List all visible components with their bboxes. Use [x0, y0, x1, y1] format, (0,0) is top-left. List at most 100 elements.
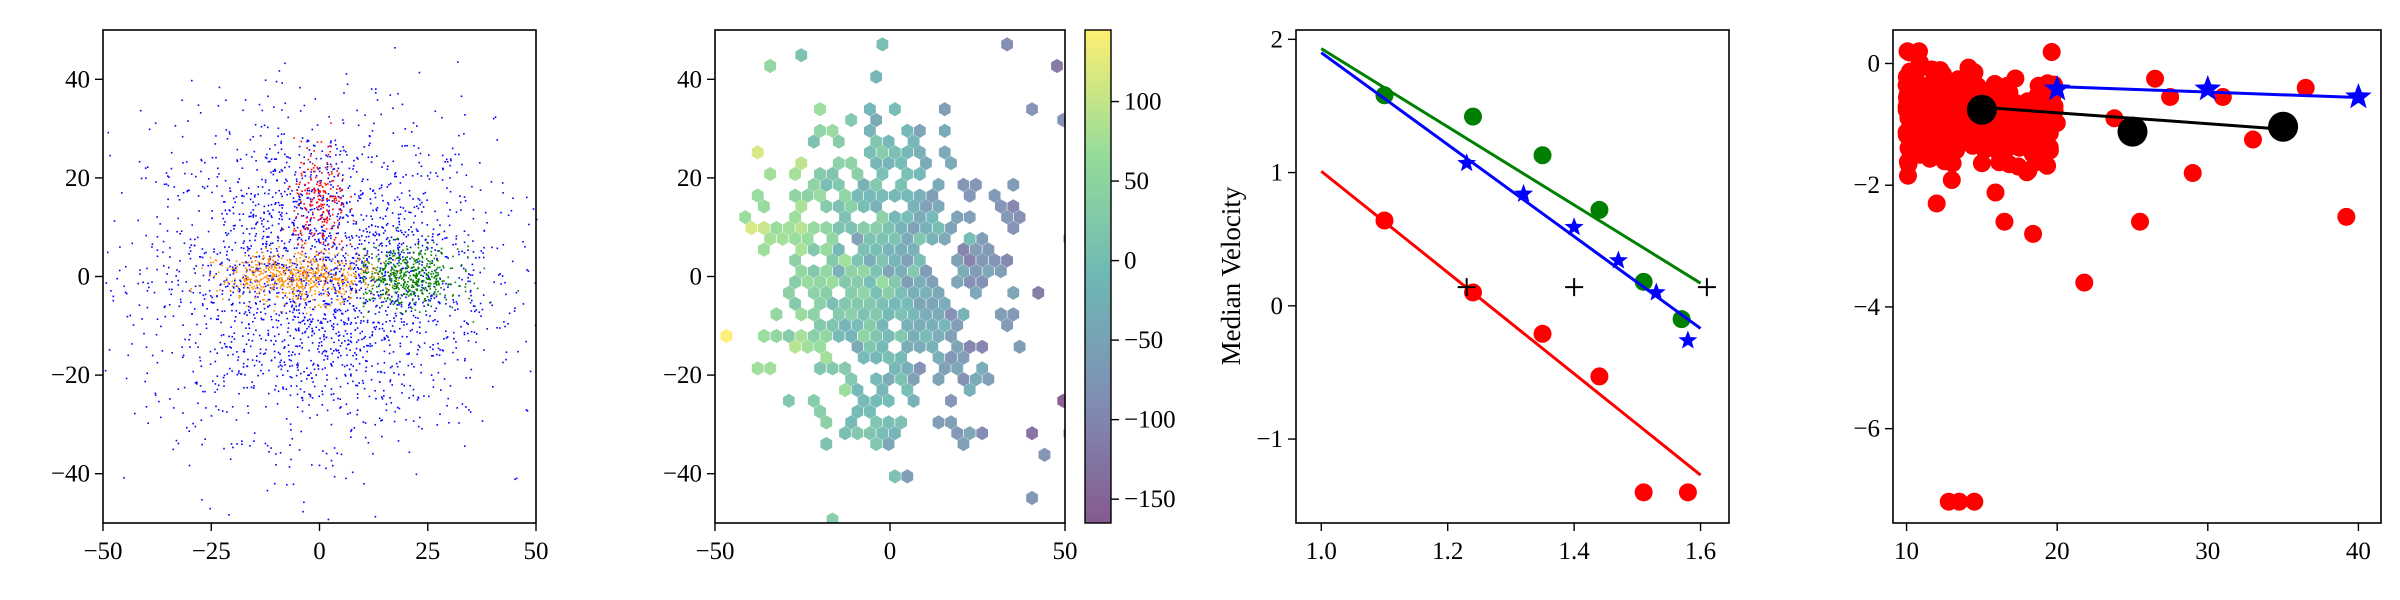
scatter-point: [383, 278, 385, 281]
scatter-point: [317, 198, 320, 201]
scatter-point: [396, 276, 398, 279]
scatter-point: [423, 280, 425, 282]
scatter-point: [421, 269, 423, 272]
scatter-point: [437, 347, 440, 350]
scatter-point: [316, 124, 319, 126]
scatter-point: [334, 311, 337, 314]
scatter-point: [435, 172, 437, 174]
scatter-point: [197, 236, 199, 239]
scatter-point: [439, 413, 441, 415]
hexbin-cell: [907, 285, 920, 300]
scatter-point: [421, 284, 423, 286]
hexbin-cell: [889, 253, 901, 268]
scatter-point: [378, 257, 381, 260]
scatter-point: [331, 288, 333, 290]
scatter-point: [416, 283, 418, 285]
scatter-point: [108, 349, 111, 351]
scatter-point: [382, 280, 385, 283]
scatter-point: [307, 140, 310, 142]
scatter-point: [240, 373, 243, 375]
scatter-point: [417, 349, 419, 351]
scatter-point: [404, 257, 407, 259]
hexbin-cell: [963, 253, 976, 268]
scatter-point: [201, 267, 203, 269]
scatter-point: [293, 210, 296, 212]
scatter-point: [342, 255, 345, 257]
scatter-point: [430, 254, 433, 256]
scatter-point: [156, 236, 159, 238]
scatter-point: [293, 137, 295, 139]
scatter-point: [262, 258, 264, 260]
hexbin-cell: [764, 166, 776, 182]
scatter-point: [296, 192, 299, 195]
scatter-point: [200, 170, 202, 173]
scatter-point: [305, 209, 308, 211]
scatter-point: [348, 296, 350, 298]
scatter-point: [215, 156, 217, 159]
scatter-point: [434, 288, 437, 291]
scatter-point: [417, 243, 420, 246]
scatter-point: [345, 259, 347, 262]
scatter-point: [431, 235, 434, 238]
scatter-point: [301, 290, 304, 293]
scatter-point: [394, 172, 397, 174]
scatter-point: [312, 270, 315, 272]
scatter-point: [395, 227, 397, 230]
scatter-point: [304, 252, 307, 255]
scatter-point: [483, 246, 485, 249]
scatter-point: [350, 274, 353, 277]
scatter-point: [288, 355, 290, 357]
scatter-point: [387, 263, 390, 265]
scatter-point: [338, 172, 340, 175]
scatter-point: [424, 249, 427, 251]
scatter-point: [484, 211, 487, 214]
scatter-point: [511, 260, 514, 263]
scatter-point: [282, 255, 284, 257]
scatter-point: [363, 337, 365, 340]
scatter-point: [336, 278, 338, 280]
scatter-point: [283, 339, 286, 341]
scatter-point: [294, 328, 297, 330]
scatter-point: [322, 292, 325, 295]
scatter-point: [405, 285, 407, 288]
scatter-point: [334, 139, 337, 142]
hexbin-cell: [864, 296, 876, 311]
scatter-point: [330, 122, 332, 124]
scatter-point: [312, 211, 314, 214]
scatter-point: [230, 290, 232, 293]
scatter-point: [259, 352, 262, 355]
scatter-point: [382, 293, 384, 296]
scatter-point: [281, 288, 284, 291]
scatter-point: [437, 250, 439, 252]
scatter-point: [270, 339, 272, 342]
scatter-point: [326, 409, 329, 412]
scatter-point: [402, 249, 404, 251]
scatter-point: [397, 238, 400, 241]
scatter-point: [359, 280, 362, 282]
scatter-point: [295, 260, 298, 262]
scatter-point: [353, 280, 356, 282]
scatter-point: [172, 315, 175, 317]
scatter-point: [330, 269, 333, 271]
scatter-point: [289, 277, 292, 280]
scatter-point: [340, 354, 342, 357]
scatter-point: [310, 320, 312, 323]
scatter-point: [317, 278, 319, 281]
scatter-point: [385, 209, 388, 211]
scatter-point: [315, 282, 318, 285]
scatter-point: [230, 294, 232, 297]
scatter-point: [131, 343, 133, 345]
scatter-point: [272, 173, 275, 176]
scatter-point: [203, 252, 206, 255]
scatter-point: [500, 211, 502, 214]
scatter-point: [399, 342, 402, 345]
scatter-point: [177, 279, 179, 282]
scatter-point: [303, 391, 306, 393]
scatter-point: [356, 156, 358, 159]
scatter-point: [383, 275, 385, 277]
scatter-point: [225, 232, 227, 234]
scatter-point: [309, 395, 312, 398]
scatter-point: [373, 242, 375, 245]
scatter-point: [339, 398, 341, 400]
scatter-point: [339, 150, 342, 152]
